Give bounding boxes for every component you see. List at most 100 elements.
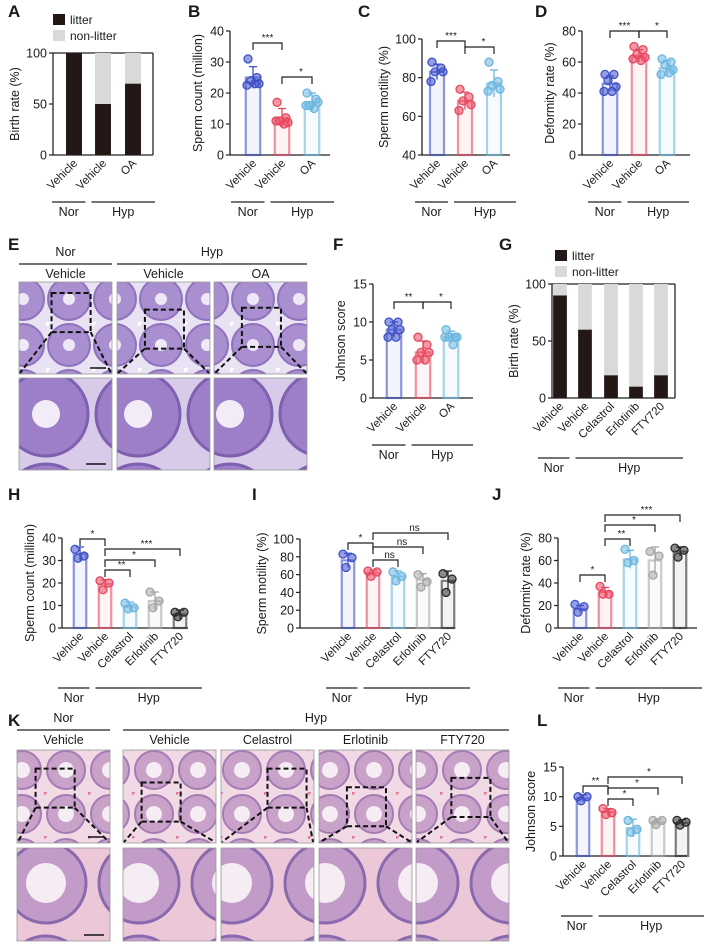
panel-label: J — [492, 485, 501, 504]
legend-swatch — [555, 266, 567, 277]
y-tick-label: 100 — [525, 278, 546, 292]
significance-bracket — [281, 76, 313, 84]
data-point — [620, 544, 630, 554]
significance-label: ** — [618, 529, 626, 540]
significance-label: * — [591, 565, 595, 576]
data-point — [628, 54, 638, 64]
zoom-region-box — [266, 767, 308, 809]
significance-label: ** — [592, 776, 600, 787]
significance-bracket — [347, 542, 374, 550]
data-point — [173, 612, 183, 622]
bar — [365, 571, 381, 630]
data-point — [623, 815, 633, 826]
data-point — [73, 553, 83, 563]
data-point — [413, 332, 423, 342]
y-tick-label: 20 — [210, 87, 224, 101]
significance-label: ns — [409, 523, 420, 534]
data-point — [664, 68, 674, 78]
data-point — [454, 105, 464, 116]
data-point — [179, 607, 189, 617]
data-point — [272, 97, 282, 107]
category-label: Vehicle — [610, 158, 645, 193]
data-point — [573, 607, 583, 617]
category-label: Vehicle — [45, 158, 80, 193]
panel-label: G — [499, 235, 512, 254]
zoom-guide-line — [319, 825, 348, 843]
significance-label: * — [439, 292, 443, 303]
bar — [622, 558, 638, 630]
bar — [630, 54, 648, 157]
bar-litter — [604, 375, 618, 398]
y-tick-label: 80 — [538, 532, 552, 546]
significance-label: *** — [262, 33, 274, 44]
group-label-hyp: Hyp — [406, 691, 428, 705]
data-point — [413, 569, 423, 580]
y-axis-label: Birth rate (%) — [507, 304, 521, 378]
significance-bracket — [104, 548, 181, 556]
category-label: Vehicle — [365, 401, 400, 436]
column-label: Erlotinib — [343, 733, 388, 747]
significance-bracket — [604, 514, 681, 522]
micrograph-zoomed — [18, 377, 113, 471]
group-label-nor: Nor — [421, 205, 441, 219]
data-point — [609, 69, 619, 80]
zoom-region-box — [240, 306, 282, 348]
bar — [600, 810, 616, 858]
zoom-region-box — [143, 308, 185, 350]
significance-bracket — [372, 559, 399, 567]
zoom-region-box — [34, 767, 76, 809]
data-point — [626, 827, 636, 837]
data-point — [440, 332, 450, 342]
data-point — [366, 571, 376, 582]
chart-panel-C: 40 60 80 100 Sperm motility (%) VehicleVehicl… — [377, 31, 516, 219]
significance-bracket — [252, 42, 283, 50]
group-label-hyp: Hyp — [112, 205, 134, 219]
data-point — [70, 544, 80, 554]
significance-label: ** — [405, 292, 413, 303]
micrograph-panel-K: Nor Hyp Vehicle Vehicle Celastrol Erlotinib FT… — [16, 711, 510, 942]
significance-label: * — [623, 789, 627, 800]
group-label-hyp: Hyp — [638, 691, 660, 705]
data-point — [656, 69, 666, 80]
data-point — [341, 562, 351, 573]
micrograph-zoomed — [213, 377, 308, 471]
y-tick-label: 5 — [550, 820, 557, 834]
panel-label: F — [333, 235, 343, 254]
significance-bracket — [393, 301, 424, 309]
zoom-guide-line — [416, 816, 452, 843]
significance-label: ** — [118, 560, 126, 571]
micrograph-overview — [122, 749, 217, 844]
data-point — [576, 796, 586, 806]
data-point — [629, 41, 639, 52]
y-tick-label: 30 — [42, 554, 56, 568]
data-point — [416, 582, 426, 592]
data-point — [384, 317, 394, 327]
legend-swatch — [53, 14, 65, 25]
significance-bracket — [604, 524, 656, 532]
group-label-hyp: Hyp — [640, 919, 662, 933]
group-label-hyp: Hyp — [291, 205, 313, 219]
data-point — [347, 553, 357, 563]
data-point — [441, 587, 451, 598]
y-tick-label: 0 — [545, 622, 552, 636]
y-tick-label: 80 — [402, 71, 416, 85]
bar — [672, 550, 688, 630]
category-label: Vehicle — [224, 158, 259, 193]
category-label: OA — [119, 157, 139, 177]
data-point — [420, 355, 430, 365]
y-tick-label: 80 — [562, 25, 576, 39]
significance-bracket — [609, 30, 640, 38]
panel-label: D — [535, 2, 547, 21]
data-point — [393, 317, 403, 327]
data-point — [427, 57, 437, 67]
data-point — [424, 347, 434, 358]
data-point — [438, 67, 448, 77]
panel-label: C — [358, 2, 370, 21]
bar-non-litter — [95, 53, 111, 104]
category-label: OA — [653, 157, 673, 177]
significance-label: * — [299, 67, 303, 78]
data-point — [243, 54, 253, 64]
y-axis-label: Birth rate (%) — [8, 67, 22, 141]
